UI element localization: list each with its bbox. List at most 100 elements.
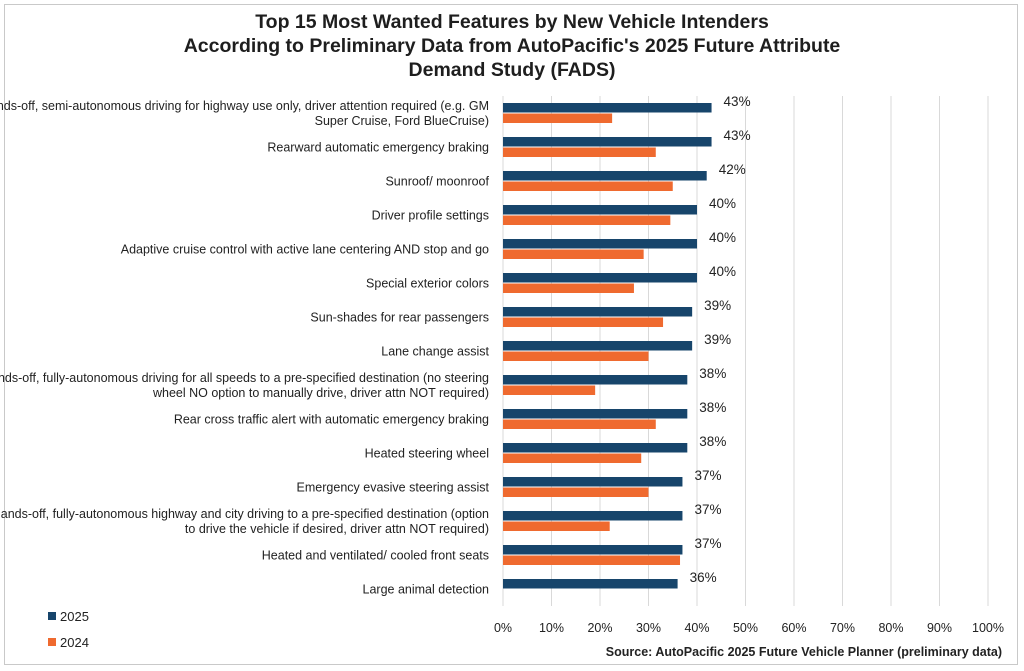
category-label: Heated and ventilated/ cooled front seat… <box>262 549 489 563</box>
data-label-2025: 37% <box>694 502 721 517</box>
category-label: Sun-shades for rear passengers <box>310 311 489 325</box>
bar-2024 <box>503 147 656 157</box>
bar-2024 <box>503 419 656 429</box>
category-label: Adaptive cruise control with active lane… <box>121 243 489 257</box>
data-label-2025: 43% <box>724 128 751 143</box>
x-tick-label: 50% <box>733 621 758 635</box>
bar-2025 <box>503 545 683 555</box>
bar-2024 <box>503 113 613 123</box>
x-tick-label: 100% <box>972 621 1004 635</box>
data-label-2025: 43% <box>724 94 751 109</box>
bar-2025 <box>503 579 678 589</box>
bar-2024 <box>503 555 681 565</box>
category-label-line: Hands-off, semi-autonomous driving for h… <box>0 99 489 113</box>
category-label-line: Heated steering wheel <box>365 447 489 461</box>
category-label-line: Lane change assist <box>381 345 489 359</box>
data-label-2025: 40% <box>709 264 736 279</box>
x-tick-label: 60% <box>781 621 806 635</box>
category-label-line: Special exterior colors <box>366 277 489 291</box>
category-label-line: Rear cross traffic alert with automatic … <box>174 413 489 427</box>
category-label: Rear cross traffic alert with automatic … <box>174 413 489 427</box>
x-tick-label: 80% <box>878 621 903 635</box>
category-label-line: Sun-shades for rear passengers <box>310 311 489 325</box>
bar-2025 <box>503 409 688 419</box>
x-tick-label: 30% <box>636 621 661 635</box>
bar-2025 <box>503 273 697 283</box>
category-label-line: Adaptive cruise control with active lane… <box>121 243 489 257</box>
bar-2024 <box>503 181 673 191</box>
bar-2025 <box>503 103 712 113</box>
data-label-2025: 40% <box>709 230 736 245</box>
category-label-line: to drive the vehicle if desired, driver … <box>185 522 489 536</box>
category-label: Heated steering wheel <box>365 447 489 461</box>
x-tick-label: 40% <box>684 621 709 635</box>
legend-swatch-2024 <box>48 638 56 646</box>
category-label: Hands-off, fully-autonomous driving for … <box>0 371 489 400</box>
legend-item-2024: 2024 <box>48 629 89 655</box>
bar-2025 <box>503 171 707 181</box>
legend-label-2024: 2024 <box>60 634 89 650</box>
legend-label-2025: 2025 <box>60 608 89 624</box>
bar-2025 <box>503 205 697 215</box>
x-tick-label: 20% <box>587 621 612 635</box>
category-label: Lane change assist <box>381 345 489 359</box>
x-tick-label: 10% <box>539 621 564 635</box>
bar-2025 <box>503 341 693 351</box>
data-label-2025: 38% <box>699 366 726 381</box>
category-label: Large animal detection <box>363 583 490 597</box>
category-label-line: Sunroof/ moonroof <box>385 175 489 189</box>
category-label-line: Emergency evasive steering assist <box>297 481 490 495</box>
title-line: Top 15 Most Wanted Features by New Vehic… <box>255 11 769 33</box>
chart-title: Top 15 Most Wanted Features by New Vehic… <box>0 10 1024 82</box>
category-label: Hands-off, fully-autonomous highway and … <box>0 507 489 536</box>
data-label-2025: 42% <box>719 162 746 177</box>
category-label-line: wheel NO option to manually drive, drive… <box>152 386 489 400</box>
category-label: Special exterior colors <box>366 277 489 291</box>
bar-2024 <box>503 215 671 225</box>
title-line: Demand Study (FADS) <box>408 59 616 81</box>
category-label-line: Hands-off, fully-autonomous driving for … <box>0 371 489 385</box>
data-label-2025: 38% <box>699 400 726 415</box>
bar-2025 <box>503 137 712 147</box>
bar-2024 <box>503 317 664 327</box>
legend-item-2025: 2025 <box>48 603 89 629</box>
source-note: Source: AutoPacific 2025 Future Vehicle … <box>605 645 1002 659</box>
bar-2024 <box>503 249 644 259</box>
bar-2024 <box>503 283 634 293</box>
bar-2024 <box>503 351 649 361</box>
bar-2025 <box>503 307 693 317</box>
category-label-line: Rearward automatic emergency braking <box>267 141 489 155</box>
data-label-2025: 36% <box>690 570 717 585</box>
legend-swatch-2025 <box>48 612 56 620</box>
x-tick-label: 90% <box>927 621 952 635</box>
data-label-2025: 39% <box>704 298 731 313</box>
bar-2025 <box>503 511 683 521</box>
bar-2025 <box>503 239 697 249</box>
category-label-line: Heated and ventilated/ cooled front seat… <box>262 549 489 563</box>
bar-2024 <box>503 521 610 531</box>
data-label-2025: 37% <box>694 468 721 483</box>
data-label-2025: 37% <box>694 536 721 551</box>
bar-2024 <box>503 385 596 395</box>
category-label: Emergency evasive steering assist <box>297 481 490 495</box>
data-label-2025: 40% <box>709 196 736 211</box>
data-label-2025: 39% <box>704 332 731 347</box>
bar-2025 <box>503 477 683 487</box>
category-label: Sunroof/ moonroof <box>385 175 489 189</box>
x-tick-label: 0% <box>494 621 512 635</box>
bar-2025 <box>503 443 688 453</box>
title-line: According to Preliminary Data from AutoP… <box>183 35 841 57</box>
legend: 2025 2024 <box>48 603 89 655</box>
bar-2024 <box>503 453 642 463</box>
category-label-line: Super Cruise, Ford BlueCruise) <box>315 114 489 128</box>
category-label: Hands-off, semi-autonomous driving for h… <box>0 99 489 128</box>
bar-2025 <box>503 375 688 385</box>
category-label-line: Hands-off, fully-autonomous highway and … <box>0 507 489 521</box>
category-label-line: Driver profile settings <box>372 209 489 223</box>
x-tick-label: 70% <box>830 621 855 635</box>
bar-2024 <box>503 487 649 497</box>
data-label-2025: 38% <box>699 434 726 449</box>
category-label: Driver profile settings <box>372 209 489 223</box>
category-label: Rearward automatic emergency braking <box>267 141 489 155</box>
